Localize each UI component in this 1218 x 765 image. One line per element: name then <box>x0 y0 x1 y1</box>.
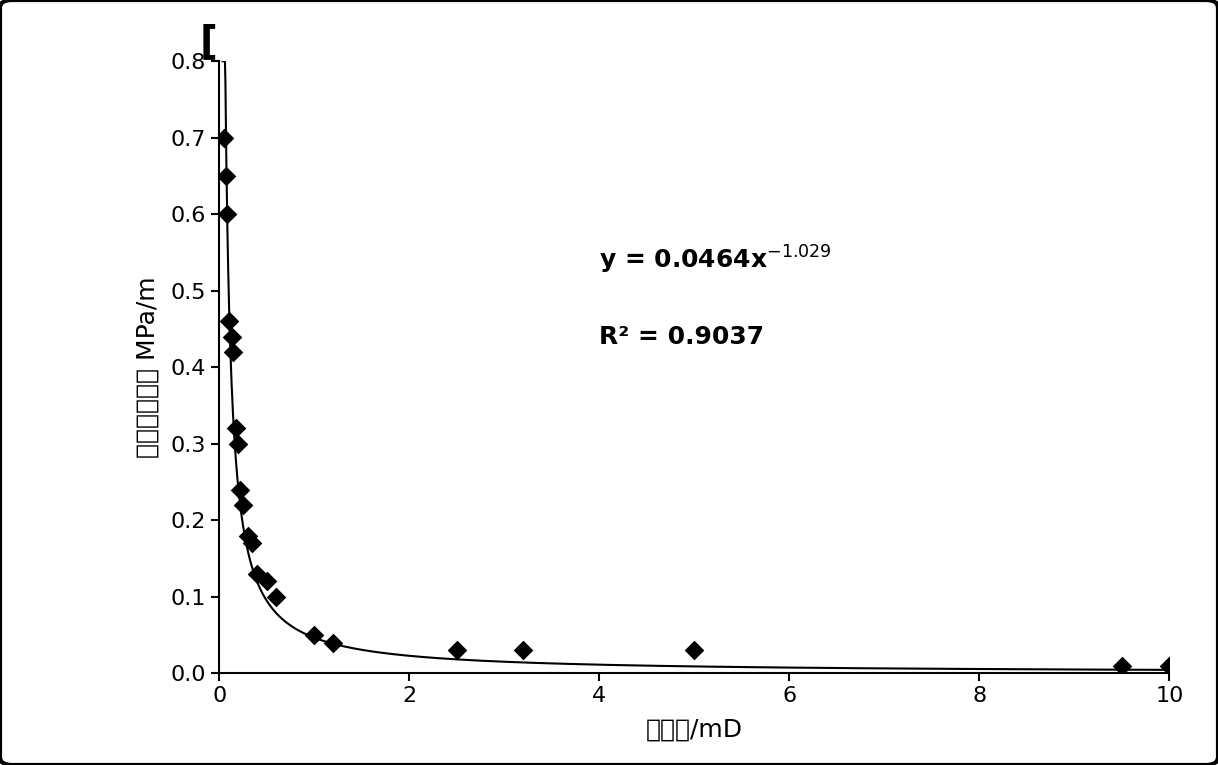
Point <box>247 568 267 580</box>
Point <box>304 629 324 641</box>
Text: [: [ <box>200 23 217 61</box>
Point <box>1160 659 1179 672</box>
Y-axis label: 启动压力梯度 MPa/m: 启动压力梯度 MPa/m <box>135 276 160 458</box>
Point <box>217 208 236 220</box>
Point <box>233 499 253 511</box>
Point <box>222 330 241 343</box>
Point <box>267 591 286 603</box>
Point <box>242 537 262 549</box>
Point <box>227 422 246 435</box>
Text: R² = 0.9037: R² = 0.9037 <box>599 324 765 349</box>
Point <box>224 346 244 358</box>
Point <box>447 644 466 656</box>
Point <box>685 644 704 656</box>
Point <box>238 529 257 542</box>
Point <box>1112 659 1132 672</box>
Point <box>324 636 343 649</box>
Point <box>257 575 276 588</box>
Point <box>230 483 250 496</box>
Point <box>214 132 234 144</box>
Text: y = 0.0464x$^{-1.029}$: y = 0.0464x$^{-1.029}$ <box>599 244 832 276</box>
Point <box>229 438 248 450</box>
Point <box>219 315 239 327</box>
Point <box>514 644 533 656</box>
X-axis label: 渗透率/mD: 渗透率/mD <box>646 718 743 741</box>
Point <box>216 170 235 182</box>
